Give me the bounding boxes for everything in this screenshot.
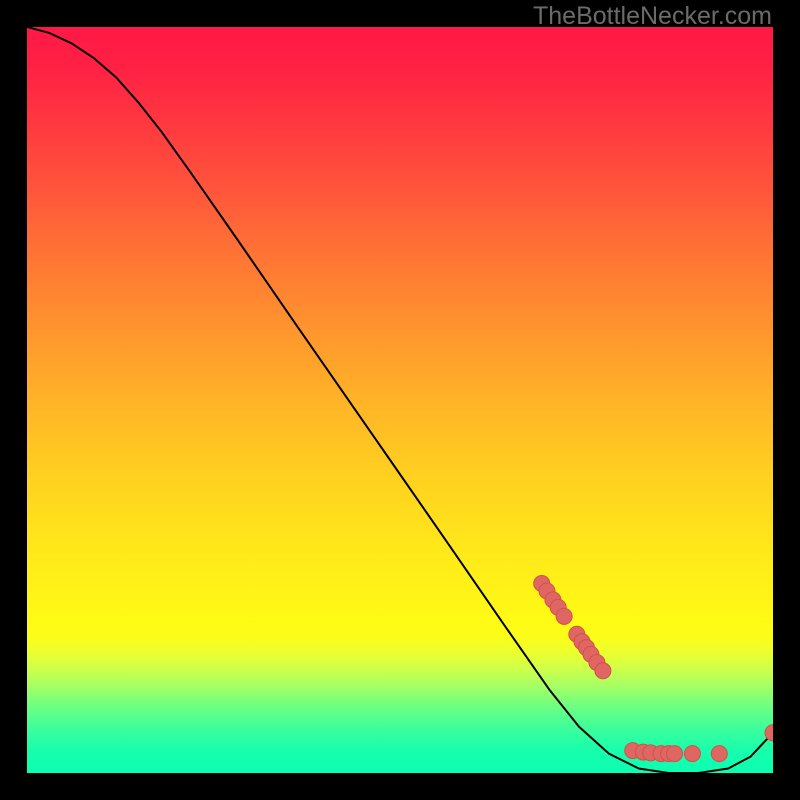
gradient-plot: [27, 27, 773, 773]
marker-point: [711, 746, 727, 762]
marker-point: [595, 663, 611, 679]
gradient-background: [27, 27, 773, 773]
chart-stage: TheBottleNecker.com: [0, 0, 800, 800]
marker-point: [556, 608, 572, 624]
watermark-text: TheBottleNecker.com: [533, 2, 772, 31]
marker-point: [684, 746, 700, 762]
marker-point: [667, 746, 683, 762]
